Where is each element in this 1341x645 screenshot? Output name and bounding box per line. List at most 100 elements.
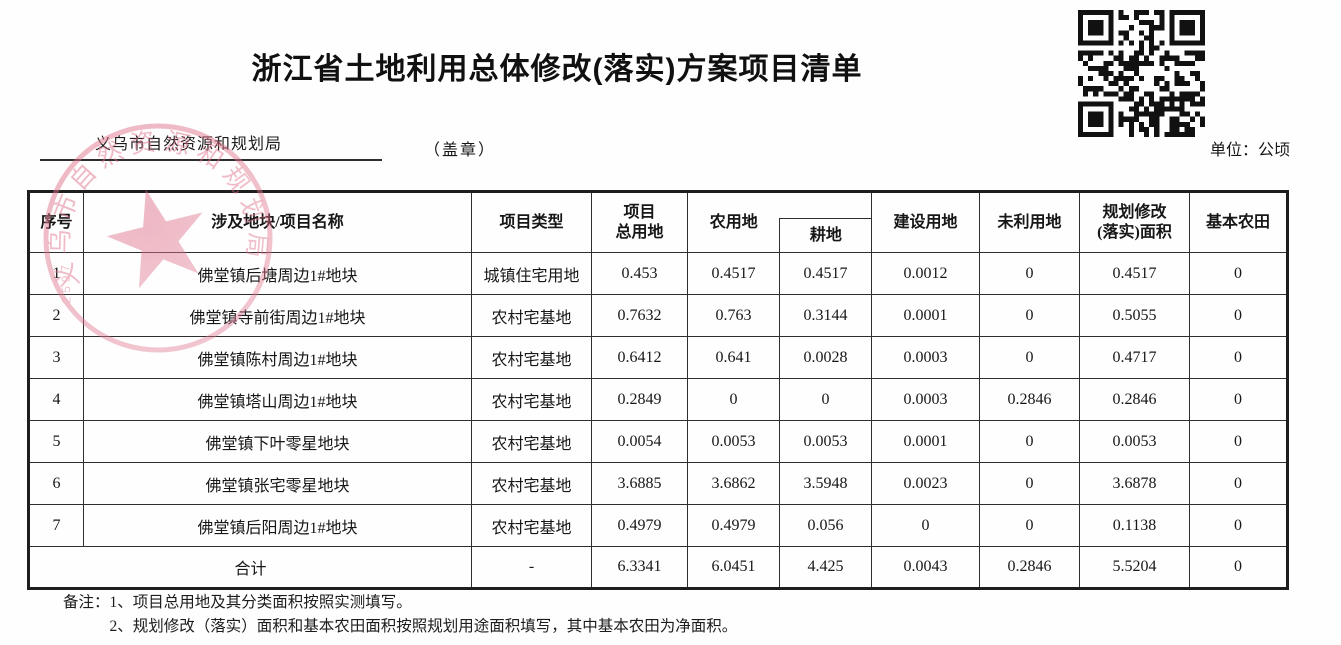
cell-agricultural: 0.641	[687, 336, 780, 379]
total-cell-type: -	[471, 546, 592, 589]
cell-index: 3	[28, 336, 84, 379]
total-cell-total: 6.3341	[591, 546, 688, 589]
cell-plan: 0.5055	[1079, 294, 1190, 337]
cell-agricultural: 3.6862	[687, 462, 780, 505]
cell-plan: 3.6878	[1079, 462, 1190, 505]
cell-type: 农村宅基地	[471, 462, 592, 505]
cell-name: 佛堂镇下叶零星地块	[83, 420, 472, 463]
col-plan-line2: (落实)面积	[1097, 223, 1172, 241]
cell-basic: 0	[1189, 504, 1288, 547]
col-total-line2: 总用地	[615, 223, 664, 241]
cell-name: 佛堂镇张宅零星地块	[83, 462, 472, 505]
cell-index: 6	[28, 462, 84, 505]
cell-cultivated: 0.3144	[779, 294, 872, 337]
cell-plan: 0.4517	[1079, 252, 1190, 295]
cell-index: 4	[28, 378, 84, 421]
cell-basic: 0	[1189, 462, 1288, 505]
cell-name: 佛堂镇塔山周边1#地块	[83, 378, 472, 421]
cell-cultivated: 3.5948	[779, 462, 872, 505]
cell-name: 佛堂镇后塘周边1#地块	[83, 252, 472, 295]
cell-cultivated: 0.0028	[779, 336, 872, 379]
qr-code-icon	[1078, 10, 1205, 137]
unit-label: 单位：公顷	[1209, 142, 1290, 159]
cell-basic: 0	[1189, 336, 1288, 379]
table-row: 7 佛堂镇后阳周边1#地块 农村宅基地 0.4979 0.4979 0.056 0 0 0.11…	[28, 504, 1288, 547]
cell-agricultural: 0.4979	[687, 504, 780, 547]
col-agricultural: 农用地	[709, 213, 758, 231]
col-plan: 规划修改 (落实)面积	[1079, 191, 1190, 253]
note-item-1: 1、项目总用地及其分类面积按照实测填写。	[109, 594, 412, 611]
cell-type: 农村宅基地	[471, 336, 592, 379]
col-plan-line1: 规划修改	[1102, 203, 1167, 221]
col-total-line1: 项目	[623, 203, 656, 221]
cell-type: 农村宅基地	[471, 294, 592, 337]
cell-cultivated: 0	[779, 378, 872, 421]
cell-construction: 0.0003	[871, 336, 980, 379]
cell-cultivated: 0.4517	[779, 252, 872, 295]
col-type: 项目类型	[471, 191, 592, 253]
total-cell-unused: 0.2846	[979, 546, 1080, 589]
cell-name: 佛堂镇寺前街周边1#地块	[83, 294, 472, 337]
table-row: 2 佛堂镇寺前街周边1#地块 农村宅基地 0.7632 0.763 0.3144 0.000…	[28, 294, 1288, 337]
notes-label: 备注：	[63, 594, 110, 611]
cell-unused: 0	[979, 336, 1080, 379]
table-row: 3 佛堂镇陈村周边1#地块 农村宅基地 0.6412 0.641 0.0028 0.0003…	[28, 336, 1288, 379]
cell-agricultural: 0	[687, 378, 780, 421]
cell-basic: 0	[1189, 378, 1288, 421]
cell-total: 0.4979	[591, 504, 688, 547]
total-cell-construction: 0.0043	[871, 546, 980, 589]
cell-agricultural: 0.4517	[687, 252, 780, 295]
cell-basic: 0	[1189, 420, 1288, 463]
col-cultivated: 耕地	[778, 218, 871, 252]
cell-total: 3.6885	[591, 462, 688, 505]
cell-type: 农村宅基地	[471, 378, 592, 421]
cell-total: 0.0054	[591, 420, 688, 463]
cell-agricultural: 0.763	[687, 294, 780, 337]
cell-cultivated: 0.0053	[779, 420, 872, 463]
stamp-label: （盖章）	[424, 142, 497, 159]
total-cell-plan: 5.5204	[1079, 546, 1190, 589]
cell-plan: 0.1138	[1079, 504, 1190, 547]
cell-name: 佛堂镇陈村周边1#地块	[83, 336, 472, 379]
col-index: 序号	[28, 191, 84, 253]
cell-type: 农村宅基地	[471, 420, 592, 463]
cell-construction: 0.0012	[871, 252, 980, 295]
col-basic: 基本农田	[1189, 191, 1288, 253]
cell-type: 农村宅基地	[471, 504, 592, 547]
note-item-2: 2、规划修改（落实）面积和基本农田面积按照规划用途面积填写，其中基本农田为净面积…	[109, 618, 738, 635]
cell-index: 7	[28, 504, 84, 547]
total-cell-cultivated: 4.425	[779, 546, 872, 589]
cell-total: 0.7632	[591, 294, 688, 337]
table-row: 1 佛堂镇后塘周边1#地块 城镇住宅用地 0.453 0.4517 0.4517 0.001…	[28, 252, 1288, 295]
cell-type: 城镇住宅用地	[471, 252, 592, 295]
table-row: 6 佛堂镇张宅零星地块 农村宅基地 3.6885 3.6862 3.5948 0.0023 0…	[28, 462, 1288, 505]
cell-agricultural: 0.0053	[687, 420, 780, 463]
cell-construction: 0.0003	[871, 378, 980, 421]
cell-construction: 0.0001	[871, 294, 980, 337]
cell-plan: 0.2846	[1079, 378, 1190, 421]
cell-total: 0.453	[591, 252, 688, 295]
cell-unused: 0	[979, 252, 1080, 295]
col-total: 项目 总用地	[591, 191, 688, 253]
col-agricultural-group: 农用地 耕地	[687, 191, 872, 253]
total-cell-basic: 0	[1189, 546, 1288, 589]
col-unused: 未利用地	[979, 191, 1080, 253]
project-table: 序号 涉及地块/项目名称 项目类型 项目 总用地 农用地 耕地 建设用地 未利用…	[27, 190, 1289, 590]
cell-basic: 0	[1189, 252, 1288, 295]
cell-construction: 0	[871, 504, 980, 547]
cell-unused: 0.2846	[979, 378, 1080, 421]
table-header-row: 序号 涉及地块/项目名称 项目类型 项目 总用地 农用地 耕地 建设用地 未利用…	[28, 191, 1288, 253]
table-row: 5 佛堂镇下叶零星地块 农村宅基地 0.0054 0.0053 0.0053 0.0001 0…	[28, 420, 1288, 463]
table-row: 4 佛堂镇塔山周边1#地块 农村宅基地 0.2849 0 0 0.0003 0.2846 0.2…	[28, 378, 1288, 421]
cell-index: 2	[28, 294, 84, 337]
cell-index: 1	[28, 252, 84, 295]
cell-construction: 0.0001	[871, 420, 980, 463]
cell-name: 佛堂镇后阳周边1#地块	[83, 504, 472, 547]
cell-total: 0.6412	[591, 336, 688, 379]
cell-unused: 0	[979, 504, 1080, 547]
total-cell-agricultural: 6.0451	[687, 546, 780, 589]
cell-plan: 0.0053	[1079, 420, 1190, 463]
cell-plan: 0.4717	[1079, 336, 1190, 379]
cell-unused: 0	[979, 420, 1080, 463]
